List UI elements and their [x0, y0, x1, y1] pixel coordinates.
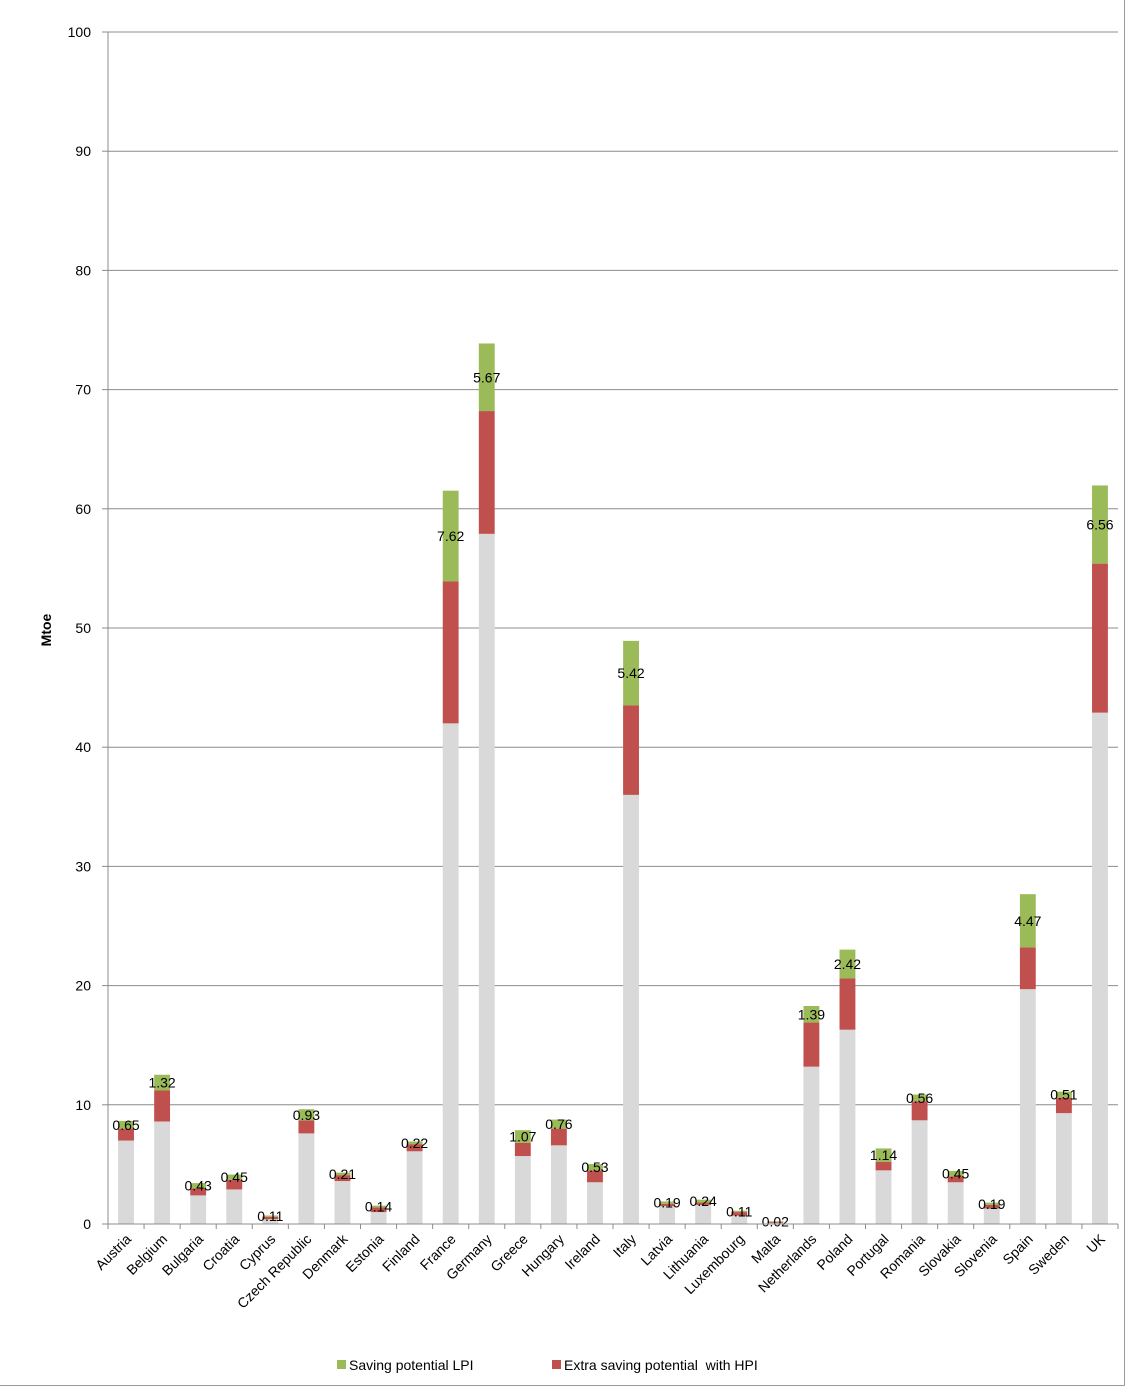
- bar-segment: [298, 1133, 314, 1224]
- data-label: 6.56: [1086, 517, 1113, 533]
- bar-segment: [623, 705, 639, 794]
- y-axis-label: Mtoe: [38, 613, 54, 646]
- bar-segment: [407, 1151, 423, 1224]
- data-label: 0.24: [690, 1193, 717, 1209]
- y-tick-labels: 0 10 20 30 40 50 60 70 80 90 100: [68, 24, 92, 1232]
- gridlines: [102, 32, 1118, 1224]
- data-label: 0.51: [1050, 1087, 1077, 1103]
- legend-label: Saving potential LPI: [349, 1357, 474, 1373]
- bar-segment: [479, 534, 495, 1224]
- data-label: 0.76: [545, 1116, 572, 1132]
- axes: [108, 32, 1118, 1229]
- bar-segment: [840, 978, 856, 1029]
- data-label: 5.42: [617, 665, 644, 681]
- data-label: 0.93: [293, 1107, 320, 1123]
- legend: Saving potential LPI Extra saving potenti…: [337, 1357, 758, 1373]
- data-labels: 0.65 1.32 0.43 0.45 0.11 0.93 0.21 0.14 0.22 7.62…: [112, 369, 1113, 1229]
- y-tick-label: 50: [75, 620, 91, 636]
- data-label: 0.19: [653, 1195, 680, 1211]
- legend-swatch: [552, 1360, 561, 1369]
- bar-segment: [876, 1170, 892, 1224]
- bar-segment: [479, 411, 495, 534]
- bar-segment: [1020, 947, 1036, 989]
- y-tick-label: 30: [75, 858, 91, 874]
- y-tick-label: 80: [75, 262, 91, 278]
- data-label: 0.11: [257, 1208, 283, 1224]
- bar-segment: [515, 1156, 531, 1224]
- data-label: 7.62: [437, 528, 464, 544]
- bar-segment: [226, 1189, 242, 1224]
- x-tick-label: Italy: [610, 1231, 639, 1260]
- data-label: 0.11: [726, 1203, 752, 1219]
- data-label: 0.02: [762, 1213, 789, 1229]
- bar-segment: [551, 1145, 567, 1224]
- legend-swatch: [337, 1360, 346, 1369]
- y-tick-label: 40: [75, 739, 91, 755]
- bar-segment: [443, 582, 459, 724]
- data-label: 0.19: [978, 1196, 1005, 1212]
- data-label: 0.45: [221, 1169, 248, 1185]
- bar-segment: [443, 723, 459, 1224]
- bar-segment: [515, 1143, 531, 1156]
- data-label: 2.42: [834, 956, 861, 972]
- data-label: 1.32: [148, 1075, 175, 1091]
- bars: [118, 343, 1108, 1224]
- x-tick-labels: AustriaBelgiumBulgariaCroatiaCyprusCzech…: [92, 1230, 1109, 1311]
- data-label: 4.47: [1014, 913, 1041, 929]
- bar-segment: [1056, 1113, 1072, 1224]
- bar-segment: [803, 1067, 819, 1224]
- bar-segment: [912, 1120, 928, 1224]
- bar-segment: [190, 1195, 206, 1224]
- data-label: 0.45: [942, 1166, 969, 1182]
- bar-segment: [154, 1090, 170, 1121]
- bar-segment: [1092, 713, 1108, 1224]
- bar-segment: [623, 795, 639, 1224]
- x-tick-label: Finland: [379, 1231, 423, 1275]
- bar-segment: [118, 1141, 134, 1224]
- x-tick-label: Croatia: [199, 1231, 242, 1274]
- data-label: 1.07: [509, 1129, 536, 1145]
- data-label: 0.14: [365, 1198, 392, 1214]
- x-tick-label: UK: [1083, 1230, 1109, 1256]
- y-tick-label: 60: [75, 501, 91, 517]
- data-label: 1.14: [870, 1147, 897, 1163]
- data-label: 0.56: [906, 1090, 933, 1106]
- data-label: 5.67: [473, 369, 500, 385]
- y-tick-label: 70: [75, 382, 91, 398]
- bar-segment: [335, 1181, 351, 1224]
- data-label: 0.65: [112, 1117, 139, 1133]
- y-tick-label: 90: [75, 143, 91, 159]
- x-tick-label: Estonia: [342, 1231, 386, 1275]
- bar-segment: [876, 1162, 892, 1170]
- data-label: 0.43: [185, 1178, 212, 1194]
- data-label: 0.53: [581, 1159, 608, 1175]
- x-tick-label: Ireland: [561, 1231, 603, 1273]
- x-tick-label: Sweden: [1025, 1231, 1072, 1278]
- data-label: 0.21: [329, 1166, 356, 1182]
- bar-segment: [803, 1023, 819, 1067]
- bar-segment: [1020, 989, 1036, 1224]
- y-tick-label: 20: [75, 978, 91, 994]
- legend-label: Extra saving potential with HPI: [564, 1357, 758, 1373]
- y-tick-label: 100: [68, 24, 92, 40]
- bar-segment: [948, 1182, 964, 1224]
- y-tick-label: 10: [75, 1097, 91, 1113]
- bar-segment: [1092, 564, 1108, 713]
- data-label: 1.39: [798, 1006, 825, 1022]
- bar-segment: [587, 1182, 603, 1224]
- y-tick-label: 0: [83, 1216, 91, 1232]
- bar-segment: [840, 1030, 856, 1224]
- bar-segment: [154, 1121, 170, 1224]
- data-label: 0.22: [401, 1135, 428, 1151]
